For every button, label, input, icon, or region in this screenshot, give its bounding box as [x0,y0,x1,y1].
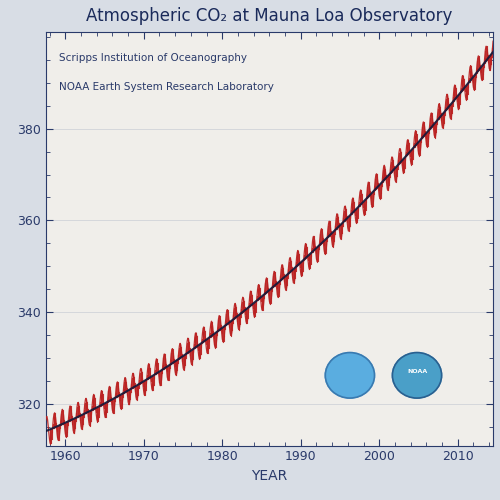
Circle shape [326,352,374,398]
Text: NOAA Earth System Research Laboratory: NOAA Earth System Research Laboratory [59,82,274,92]
Text: NOAA: NOAA [407,368,427,374]
Title: Atmospheric CO₂ at Mauna Loa Observatory: Atmospheric CO₂ at Mauna Loa Observatory [86,7,453,25]
Text: Scripps Institution of Oceanography: Scripps Institution of Oceanography [59,52,247,62]
Circle shape [392,352,442,398]
X-axis label: YEAR: YEAR [251,469,288,483]
